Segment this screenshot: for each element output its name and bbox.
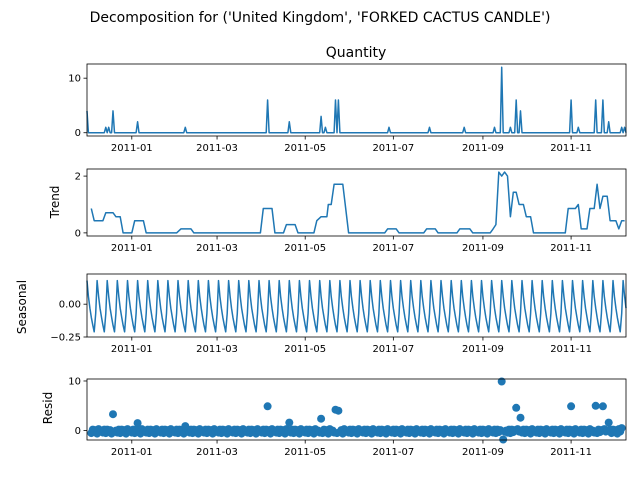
y-tick-label: 0: [75, 128, 81, 139]
resid-point: [285, 418, 294, 427]
x-tick-label: 2011-09: [462, 143, 504, 154]
resid-point: [567, 402, 576, 411]
resid-point: [263, 402, 272, 411]
y-tick-label: 10: [68, 376, 81, 387]
resid-point: [516, 413, 525, 422]
ylabel-resid: Resid: [41, 392, 55, 424]
x-tick-label: 2011-07: [372, 143, 414, 154]
axes-frame-trend: [86, 168, 627, 237]
x-tick-label: 2011-11: [550, 447, 592, 458]
x-tick-label: 2011-05: [284, 344, 326, 355]
x-tick-label: 2011-05: [284, 143, 326, 154]
panel-resid: 2011-01 2011-03 2011-05 2011-07 2011-09 2011-…: [68, 376, 627, 458]
trend-series-line: [90, 171, 625, 234]
y-tick-label: 0.00: [59, 300, 81, 311]
x-tick-label: 2011-09: [462, 243, 504, 254]
panel-quantity: 2011-01 2011-03 2011-05 2011-07 2011-09 2011-…: [68, 63, 627, 154]
seasonal-series-line: [86, 279, 627, 333]
x-tick-label: 2011-01: [111, 344, 153, 355]
x-tick-label: 2011-11: [550, 243, 592, 254]
resid-point: [133, 419, 142, 428]
quantity-series-line: [86, 66, 627, 134]
resid-point: [317, 414, 326, 423]
resid-point: [617, 424, 626, 433]
resid-point: [604, 418, 613, 427]
x-tick-label: 2011-11: [550, 344, 592, 355]
ylabel-trend: Trend: [48, 186, 62, 220]
x-tick-label: 2011-03: [196, 447, 238, 458]
panel-seasonal: 2011-01 2011-03 2011-05 2011-07 2011-09 2011-…: [50, 273, 627, 355]
panel-trend: 2011-01 2011-03 2011-05 2011-07 2011-09 2011-…: [75, 168, 627, 254]
figure-title: Decomposition for ('United Kingdom', 'FO…: [90, 10, 551, 26]
x-tick-label: 2011-07: [372, 447, 414, 458]
axes-frame-quantity: [86, 63, 627, 137]
x-tick-label: 2011-07: [372, 243, 414, 254]
x-tick-label: 2011-01: [111, 143, 153, 154]
resid-point: [598, 402, 607, 411]
y-tick-label: 0: [75, 426, 81, 437]
axes-frame-resid: [86, 378, 627, 441]
x-tick-label: 2011-09: [462, 447, 504, 458]
resid-point: [334, 406, 343, 415]
x-tick-label: 2011-05: [284, 243, 326, 254]
panel-title-quantity: Quantity: [326, 45, 387, 61]
resid-point: [499, 435, 508, 444]
x-tick-label: 2011-01: [111, 243, 153, 254]
x-tick-label: 2011-01: [111, 447, 153, 458]
y-tick-label: −0.25: [50, 333, 81, 344]
x-tick-label: 2011-11: [550, 143, 592, 154]
resid-point: [512, 403, 521, 412]
x-tick-label: 2011-09: [462, 344, 504, 355]
x-tick-label: 2011-03: [196, 344, 238, 355]
y-tick-label: 2: [75, 172, 81, 183]
ylabel-seasonal: Seasonal: [15, 280, 29, 334]
resid-point: [497, 377, 506, 386]
resid-point: [109, 410, 117, 419]
x-tick-label: 2011-05: [284, 447, 326, 458]
axes-frame-seasonal: [86, 273, 627, 338]
x-tick-label: 2011-07: [372, 344, 414, 355]
resid-point: [591, 401, 600, 410]
x-tick-label: 2011-03: [196, 143, 238, 154]
y-tick-label: 0: [75, 228, 81, 239]
x-tick-label: 2011-03: [196, 243, 238, 254]
y-tick-label: 10: [68, 74, 81, 85]
